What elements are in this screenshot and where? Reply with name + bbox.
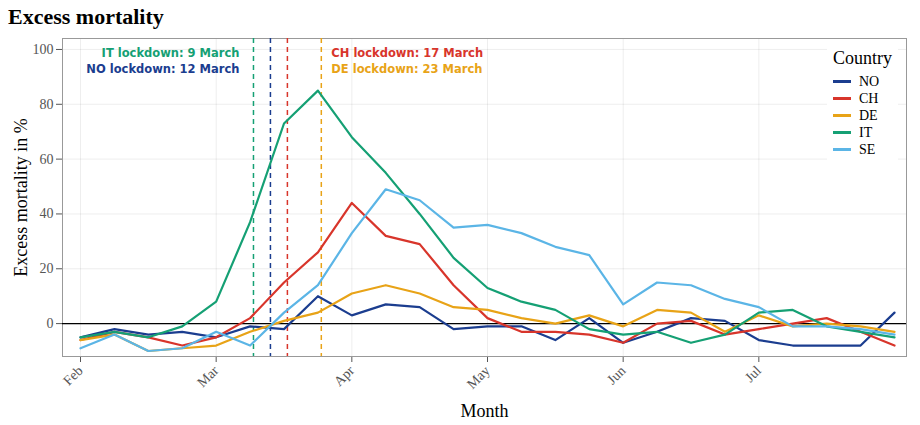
svg-text:Feb: Feb <box>60 363 85 388</box>
svg-text:0: 0 <box>47 316 54 331</box>
svg-text:May: May <box>464 363 493 392</box>
html-text:NO: NO <box>859 73 880 89</box>
html-text:SE: SE <box>859 141 876 157</box>
svg-text:Jul: Jul <box>742 363 764 385</box>
svg-text:80: 80 <box>40 97 54 112</box>
html-text:Country: Country <box>833 48 892 68</box>
svg-text:20: 20 <box>40 261 54 276</box>
svg-text:DE lockdown: 23 March: DE lockdown: 23 March <box>331 62 482 76</box>
svg-text:Jun: Jun <box>604 363 628 387</box>
html-text:IT: IT <box>859 124 873 140</box>
html-text:DE: DE <box>859 107 878 123</box>
svg-text:NO lockdown: 12 March: NO lockdown: 12 March <box>86 62 239 76</box>
svg-text:IT lockdown: 9 March: IT lockdown: 9 March <box>102 46 240 60</box>
svg-text:60: 60 <box>40 152 54 167</box>
svg-text:CH lockdown: 17 March: CH lockdown: 17 March <box>331 46 483 60</box>
svg-text:Mar: Mar <box>194 363 221 390</box>
html-text:Excess mortality: Excess mortality <box>8 4 164 29</box>
svg-text:40: 40 <box>40 206 54 221</box>
svg-text:Apr: Apr <box>331 363 357 389</box>
svg-text:100: 100 <box>33 42 54 57</box>
html-text:CH: CH <box>859 90 879 106</box>
svg-text:Month: Month <box>460 401 508 421</box>
svg-text:Excess mortality in %: Excess mortality in % <box>11 118 31 276</box>
